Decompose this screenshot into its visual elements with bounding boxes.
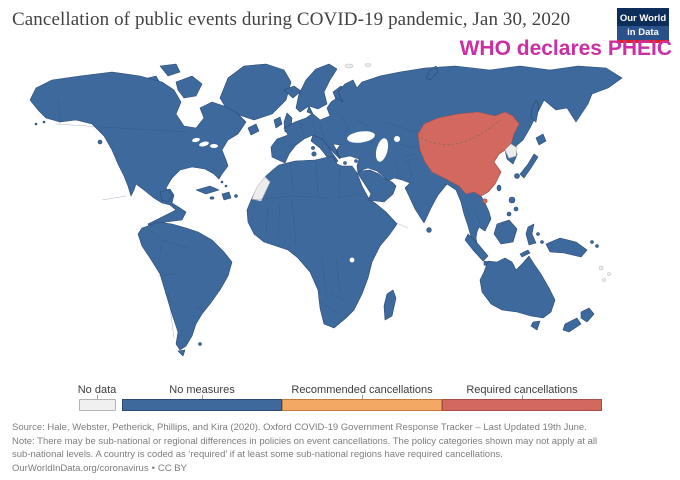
source-line: Source: Hale, Webster, Petherick, Philli… bbox=[12, 422, 587, 433]
owid-logo-line1: Our World bbox=[619, 13, 667, 24]
landmass-australia[interactable] bbox=[479, 255, 556, 319]
legend-label-recommended[interactable]: Recommended cancellations bbox=[291, 384, 433, 396]
region-north-korea-no-data[interactable] bbox=[504, 143, 518, 159]
black-sea bbox=[347, 131, 375, 143]
event-annotation: WHO declares PHEIC bbox=[459, 37, 672, 60]
island-ireland[interactable] bbox=[273, 116, 283, 129]
legend-segment-no-measures[interactable] bbox=[122, 399, 282, 411]
great-lakes bbox=[192, 137, 200, 143]
map-legend: No data No measures Recommended cancella… bbox=[0, 383, 680, 413]
caspian-sea bbox=[375, 138, 389, 162]
footer-separator: • bbox=[151, 462, 155, 474]
island-sumatra[interactable] bbox=[464, 233, 489, 262]
island-tasmania[interactable] bbox=[530, 320, 541, 331]
island-jamaica[interactable] bbox=[209, 196, 215, 200]
island-nz-north[interactable] bbox=[580, 307, 595, 323]
lake-victoria bbox=[349, 257, 355, 263]
island-honshu[interactable] bbox=[519, 153, 539, 179]
legend-label-no-measures[interactable]: No measures bbox=[169, 384, 235, 396]
island-new-britain[interactable] bbox=[590, 240, 594, 244]
island-falklands[interactable] bbox=[198, 342, 202, 346]
island-madagascar[interactable] bbox=[383, 289, 397, 321]
landmass-south-america[interactable] bbox=[137, 221, 233, 351]
island-bahamas[interactable] bbox=[224, 184, 228, 188]
island-cyprus[interactable] bbox=[354, 159, 358, 163]
island-philippines[interactable] bbox=[508, 196, 516, 204]
island-sulawesi[interactable] bbox=[525, 223, 537, 246]
island-hainan-required[interactable] bbox=[482, 198, 488, 204]
landmass-africa[interactable] bbox=[246, 155, 398, 329]
island-kyushu[interactable] bbox=[514, 173, 520, 179]
source-note: Source: Hale, Webster, Petherick, Philli… bbox=[12, 421, 672, 475]
island-new-guinea[interactable] bbox=[545, 237, 588, 258]
island-borneo[interactable] bbox=[493, 219, 518, 245]
island-tierra-del-fuego[interactable] bbox=[177, 349, 186, 357]
island-puerto-rico[interactable] bbox=[234, 194, 238, 198]
landmass-arabia[interactable] bbox=[357, 169, 397, 203]
island-bahamas[interactable] bbox=[220, 180, 224, 184]
legend-segment-recommended[interactable] bbox=[282, 399, 442, 411]
legend-label-required[interactable]: Required cancellations bbox=[466, 384, 578, 396]
island-sri-lanka[interactable] bbox=[426, 227, 432, 233]
island-pacific-no-data[interactable] bbox=[602, 278, 606, 282]
island-vancouver[interactable] bbox=[97, 139, 103, 145]
island-pacific-no-data[interactable] bbox=[598, 265, 604, 271]
island-taiwan[interactable] bbox=[496, 184, 502, 192]
island-moluccas[interactable] bbox=[536, 232, 540, 236]
island-new-britain[interactable] bbox=[595, 244, 599, 248]
landmass-north-america[interactable] bbox=[29, 71, 247, 229]
island-aleutian[interactable] bbox=[42, 120, 46, 124]
aral-sea bbox=[394, 136, 400, 142]
island-crete[interactable] bbox=[343, 161, 347, 165]
island-pacific-no-data[interactable] bbox=[607, 272, 611, 276]
island-novaya-zemlya[interactable] bbox=[425, 65, 439, 81]
legend-no-data-swatch[interactable] bbox=[79, 399, 116, 411]
chart-title: Cancellation of public events during COV… bbox=[12, 9, 571, 30]
legend-color-bar bbox=[122, 399, 602, 411]
license-label: CC BY bbox=[157, 462, 187, 474]
island-svalbard-no-data[interactable] bbox=[344, 63, 354, 69]
island-moluccas[interactable] bbox=[540, 240, 544, 244]
island-sardinia[interactable] bbox=[311, 151, 317, 157]
island-newfoundland[interactable] bbox=[247, 123, 260, 136]
world-map[interactable] bbox=[0, 62, 680, 380]
note-line-1: Note: There may be sub-national or regio… bbox=[12, 435, 598, 447]
legend-no-data-label[interactable]: No data bbox=[77, 384, 117, 396]
owid-logo[interactable]: Our World in Data bbox=[617, 8, 669, 43]
island-hispaniola[interactable] bbox=[221, 191, 232, 201]
owid-link[interactable]: OurWorldInData.org/coronavirus bbox=[12, 462, 149, 474]
legend-tick bbox=[362, 395, 363, 399]
legend-tick bbox=[522, 395, 523, 399]
region-western-sahara-no-data[interactable] bbox=[251, 176, 271, 202]
island-sakhalin[interactable] bbox=[530, 99, 540, 123]
legend-tick bbox=[97, 395, 98, 399]
island-arctic-no-data[interactable] bbox=[364, 63, 372, 67]
note-line-2: sub-national levels. A country is coded … bbox=[12, 449, 503, 460]
footer-last-line: OurWorldInData.org/coronavirus • CC BY bbox=[12, 462, 672, 476]
island-aleutian[interactable] bbox=[34, 122, 38, 126]
great-lakes bbox=[199, 141, 209, 147]
island-nz-south[interactable] bbox=[562, 317, 582, 333]
region-china-mongolia-required[interactable] bbox=[417, 111, 520, 197]
island-cuba[interactable] bbox=[195, 185, 220, 195]
island-hokkaido[interactable] bbox=[535, 133, 547, 146]
island-timor[interactable] bbox=[519, 249, 531, 258]
country-borders bbox=[55, 99, 481, 339]
island-corsica[interactable] bbox=[311, 146, 315, 150]
legend-tick bbox=[202, 395, 203, 399]
island-philippines[interactable] bbox=[513, 206, 519, 212]
island-philippines[interactable] bbox=[506, 211, 512, 217]
owid-logo-line2: in Data bbox=[617, 26, 669, 40]
legend-segment-required[interactable] bbox=[442, 399, 602, 411]
great-lakes bbox=[210, 144, 218, 148]
china-mongolia-border bbox=[420, 119, 501, 145]
